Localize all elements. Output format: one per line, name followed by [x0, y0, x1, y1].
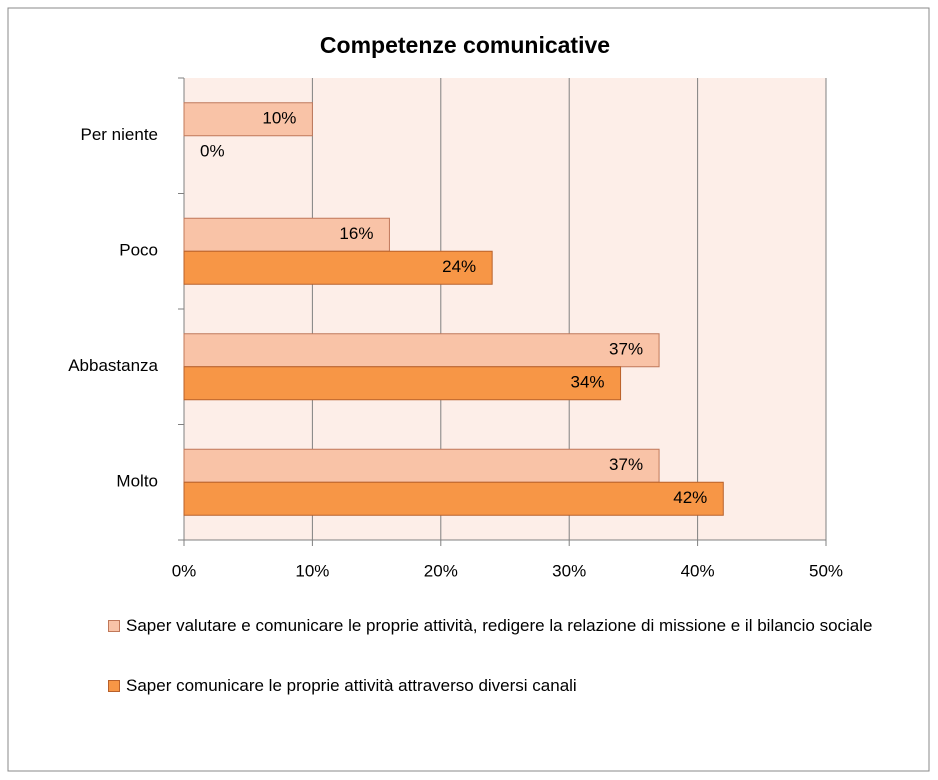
x-tick-label: 20% [424, 561, 458, 580]
legend-entry: Saper comunicare le proprie attività att… [108, 676, 878, 696]
bar [183, 366, 622, 401]
y-tick-label: Per niente [81, 125, 159, 144]
value-label: 16% [339, 224, 373, 243]
x-tick-label: 50% [809, 561, 843, 580]
bar [183, 217, 390, 252]
legend-label: Saper valutare e comunicare le proprie a… [126, 616, 873, 635]
y-tick-label: Poco [119, 241, 158, 260]
value-label: 37% [609, 455, 643, 474]
value-label: 34% [571, 373, 605, 392]
x-tick-label: 40% [681, 561, 715, 580]
chart-title: Competenze comunicative [320, 32, 610, 58]
value-label: 10% [262, 109, 296, 128]
value-label: 24% [442, 257, 476, 276]
x-tick-label: 10% [295, 561, 329, 580]
legend-entry: Saper valutare e comunicare le proprie a… [108, 616, 878, 636]
bar [183, 448, 660, 483]
x-tick-label: 30% [552, 561, 586, 580]
legend-swatch [108, 620, 120, 632]
bar [183, 333, 660, 368]
y-tick-label: Molto [116, 472, 158, 491]
x-tick-label: 0% [172, 561, 197, 580]
value-label: 0% [200, 142, 225, 161]
value-label: 42% [673, 488, 707, 507]
bar [183, 481, 724, 516]
bar [183, 102, 313, 137]
y-tick-label: Abbastanza [68, 356, 158, 375]
legend-swatch [108, 680, 120, 692]
legend-label: Saper comunicare le proprie attività att… [126, 676, 577, 695]
value-label: 37% [609, 340, 643, 359]
bar [183, 250, 493, 285]
